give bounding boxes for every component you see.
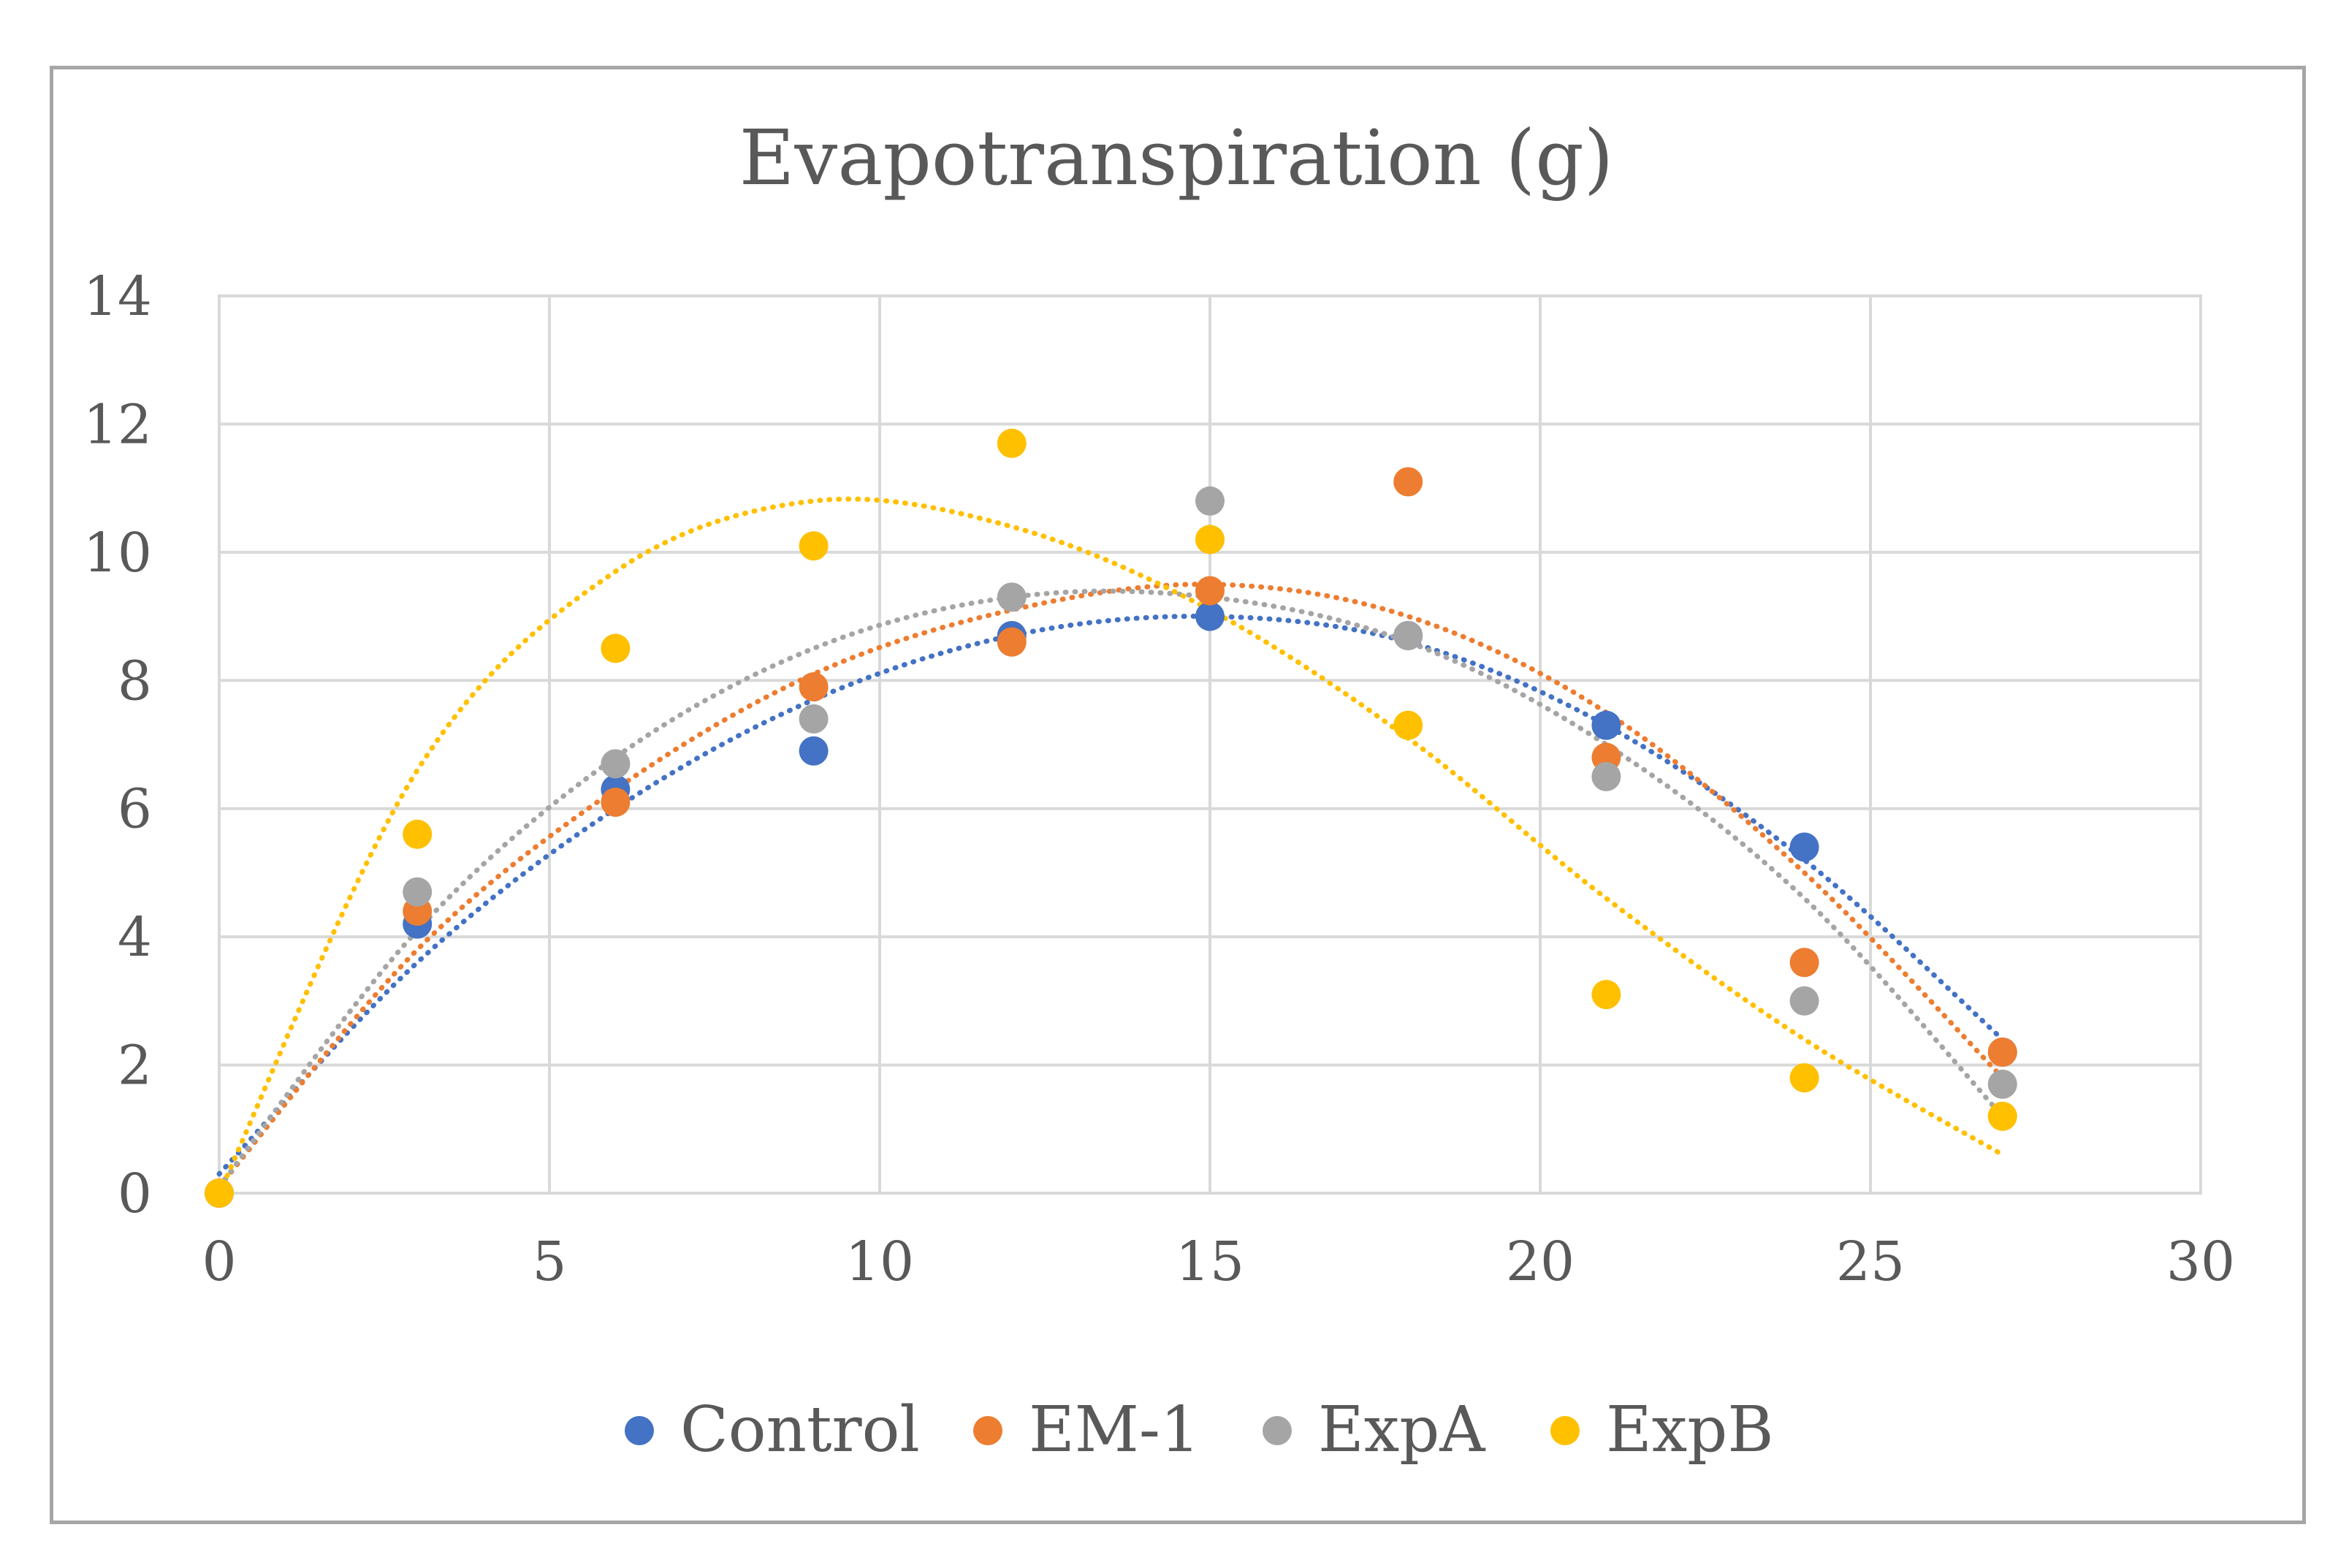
point-em-1	[1789, 948, 1819, 978]
x-axis-tick-labels: 0 5 10 15 20 25 30	[202, 1230, 2235, 1293]
legend-label-em-1: EM-1	[1029, 1393, 1200, 1466]
point-expa	[799, 704, 829, 734]
point-expa	[1591, 761, 1621, 791]
legend-marker-expa	[1263, 1416, 1292, 1445]
point-expa	[997, 582, 1027, 612]
point-expb	[1591, 980, 1621, 1010]
legend-marker-expb	[1550, 1416, 1580, 1445]
point-em-1	[601, 787, 631, 817]
y-tick-label: 0	[118, 1162, 152, 1225]
y-tick-label: 10	[83, 522, 152, 585]
y-tick-label: 6	[118, 778, 152, 841]
plot-area-border	[218, 294, 2202, 1195]
point-em-1	[997, 627, 1027, 657]
gridlines	[219, 296, 2201, 1193]
point-expb	[1393, 710, 1423, 740]
trendline-control	[216, 613, 2006, 1177]
point-expb	[1789, 1063, 1819, 1093]
point-em-1	[1393, 467, 1423, 497]
y-tick-label: 8	[118, 650, 152, 712]
point-expa	[1789, 986, 1819, 1016]
y-axis-tick-labels: 0 2 4 6 8 10 12 14	[83, 265, 152, 1225]
point-expb	[799, 531, 829, 561]
x-tick-label: 30	[2166, 1230, 2235, 1293]
y-tick-label: 12	[83, 393, 152, 456]
legend: Control EM-1 ExpA ExpB	[625, 1393, 1774, 1466]
point-expa	[403, 877, 433, 907]
legend-marker-control	[625, 1416, 654, 1445]
point-expb	[601, 633, 631, 663]
point-control	[1591, 710, 1621, 740]
point-em-1	[1987, 1038, 2017, 1067]
legend-label-control: Control	[680, 1393, 920, 1466]
chart-frame	[50, 66, 2306, 1524]
point-control	[1195, 601, 1225, 631]
legend-label-expb: ExpB	[1606, 1393, 1774, 1466]
x-tick-label: 5	[532, 1230, 566, 1293]
y-tick-label: 4	[118, 906, 152, 969]
data-points	[205, 428, 2017, 1208]
point-em-1	[799, 672, 829, 702]
legend-label-expa: ExpA	[1318, 1393, 1485, 1466]
y-tick-label: 2	[118, 1035, 152, 1097]
point-expb	[997, 428, 1027, 458]
point-expa	[601, 749, 631, 779]
point-expb	[205, 1179, 234, 1208]
point-expb	[403, 819, 433, 849]
point-expb	[1987, 1101, 2017, 1131]
point-control	[799, 736, 829, 766]
point-expa	[1393, 620, 1423, 650]
chart-title: Evapotranspiration (g)	[739, 113, 1614, 202]
trendlines	[216, 496, 2006, 1196]
x-tick-label: 10	[845, 1230, 914, 1293]
x-tick-label: 25	[1836, 1230, 1905, 1293]
point-control	[1789, 832, 1819, 862]
trendline-expa	[216, 588, 2006, 1190]
point-expa	[1195, 486, 1225, 516]
x-tick-label: 0	[202, 1230, 236, 1293]
point-expa	[1987, 1069, 2017, 1099]
legend-marker-em-1	[973, 1416, 1002, 1445]
point-expb	[1195, 525, 1225, 555]
trendline-em-1	[216, 582, 2006, 1190]
x-tick-label: 20	[1506, 1230, 1575, 1293]
y-tick-label: 14	[83, 265, 152, 328]
point-em-1	[1195, 576, 1225, 606]
trendline-expb	[216, 496, 2006, 1196]
x-tick-label: 15	[1176, 1230, 1244, 1293]
